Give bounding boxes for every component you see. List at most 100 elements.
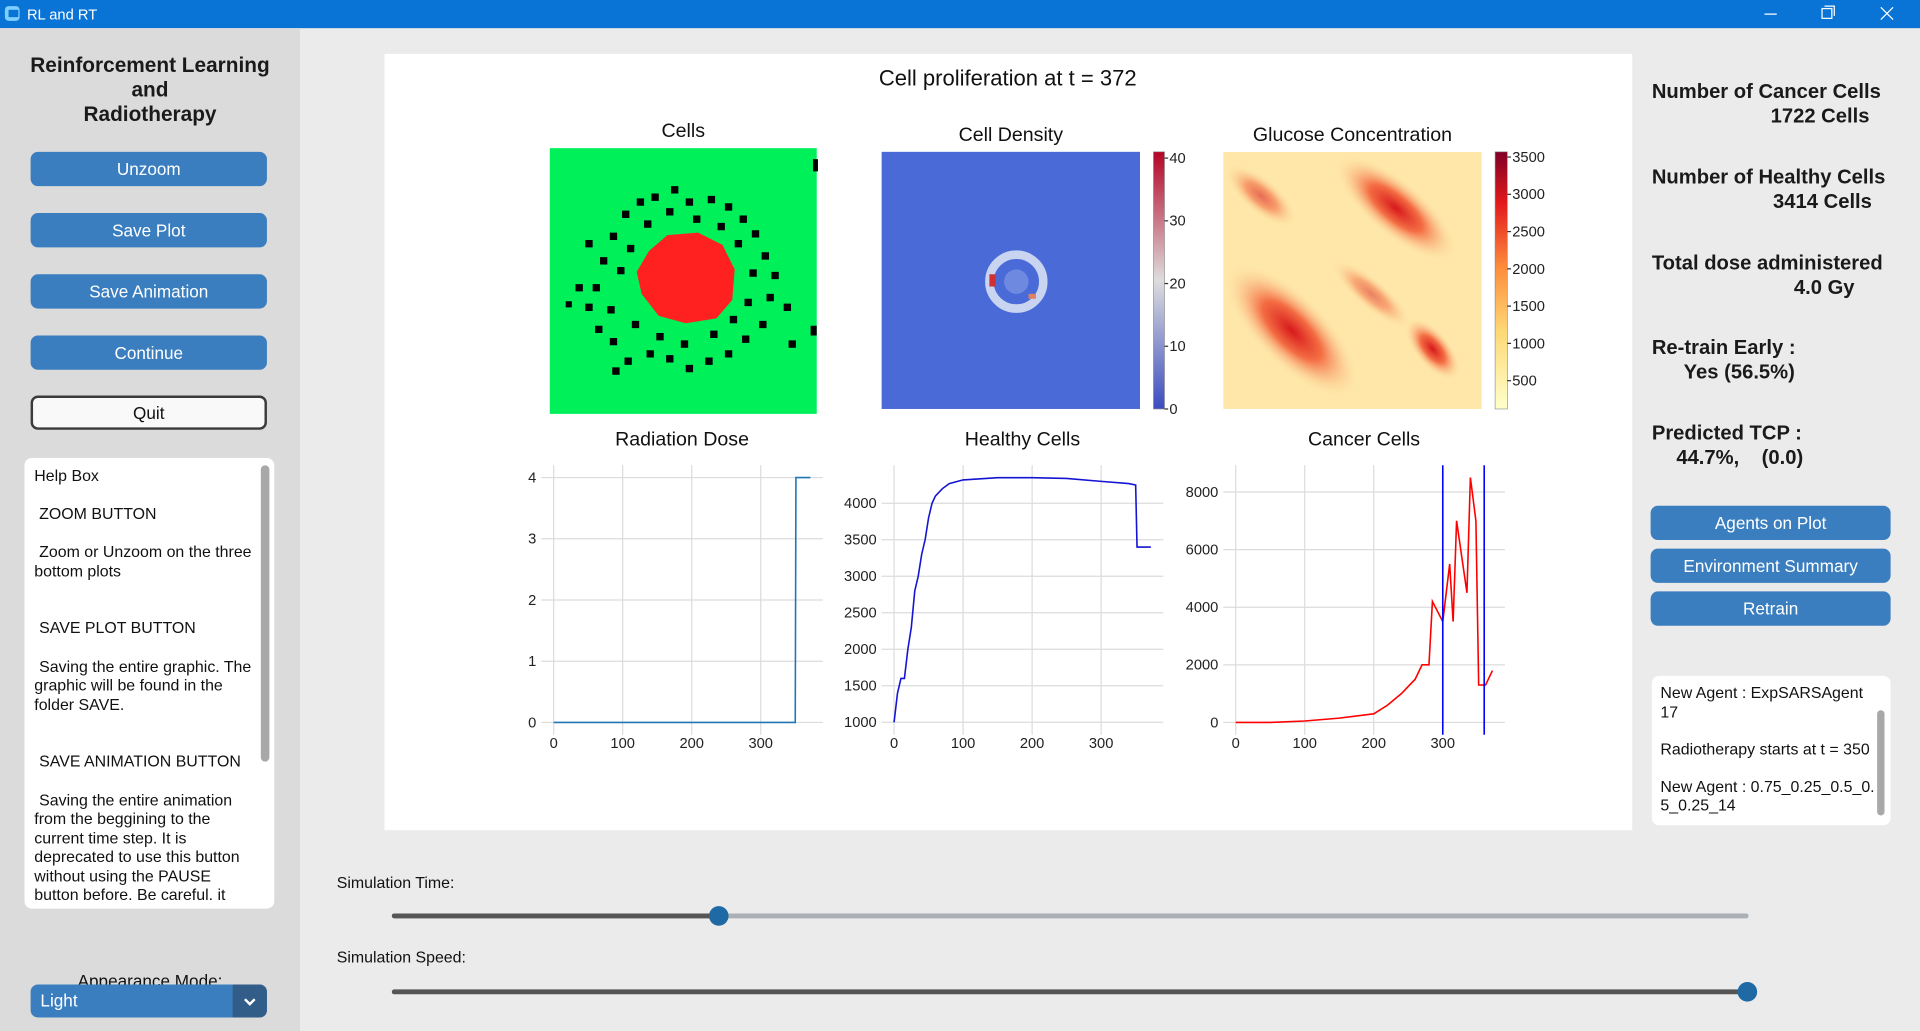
y-tick-label: 6000 [1186, 542, 1219, 558]
speed-slider[interactable] [380, 980, 1764, 1004]
y-tick-label: 0 [1210, 715, 1218, 731]
figure-title: Cell proliferation at t = 372 [879, 66, 1137, 91]
subplot-title: Cancer Cells [1308, 429, 1420, 451]
y-tick-label: 2500 [844, 606, 877, 622]
x-tick-label: 300 [748, 736, 773, 752]
y-tick-label: 2000 [844, 642, 877, 658]
y-tick-label: 1 [528, 654, 536, 670]
stat-value: 4.0 Gy [1793, 276, 1855, 299]
colorbar-tick-label: 3000 [1512, 187, 1545, 203]
title-bar: RL and RT [0, 0, 1920, 29]
stat-value: 1722 Cells [1770, 105, 1870, 128]
colorbar-tick-label: 10 [1169, 339, 1185, 355]
help-text: Zoom or Unzoom on the three bottom plots [34, 542, 252, 580]
help-heading: SAVE PLOT BUTTON [39, 618, 196, 637]
help-heading: ZOOM BUTTON [39, 503, 157, 523]
stat-label: Number of Cancer Cells [1651, 80, 1881, 103]
x-tick-label: 200 [1361, 736, 1386, 752]
colorbar-tick-label: 2000 [1512, 262, 1545, 278]
button[interactable]: Save Plot [30, 213, 267, 248]
x-tick-label: 100 [951, 736, 976, 752]
scrollbar[interactable] [260, 465, 270, 762]
density-image [881, 151, 1141, 409]
subplot-title: Healthy Cells [965, 429, 1081, 451]
dropdown-arrow[interactable] [232, 984, 267, 1018]
data-line [1235, 477, 1494, 724]
x-tick-label: 100 [610, 736, 635, 752]
window-controls[interactable] [1751, 0, 1920, 28]
y-tick-label: 0 [528, 715, 536, 731]
x-tick-label: 100 [1292, 736, 1317, 752]
data-line [553, 476, 811, 724]
colorbar-tick-label: 2500 [1512, 224, 1545, 240]
y-tick-label: 8000 [1186, 485, 1219, 501]
slider-label: Simulation Time: [336, 873, 455, 892]
stat-label: Number of Healthy Cells [1651, 166, 1886, 189]
stat-label: Total dose administered [1651, 252, 1883, 275]
x-tick-label: 200 [679, 736, 704, 752]
help-box[interactable]: Help Box ZOOM BUTTON Zoom or Unzoom on t… [24, 457, 275, 909]
colorbar-tick-label: 30 [1169, 214, 1185, 230]
colorbar [1153, 151, 1165, 410]
slider-label: Simulation Speed: [336, 947, 466, 967]
button[interactable]: Retrain [1650, 591, 1891, 626]
subplot-title: Cells [662, 120, 706, 142]
colorbar-tick-label: 3500 [1512, 150, 1545, 166]
stat-value: Yes (56.5%) [1683, 361, 1795, 384]
y-tick-label: 3500 [844, 533, 877, 549]
log-box[interactable]: New Agent : ExpSARSAgent 17 Radiotherapy… [1651, 675, 1891, 826]
chevron [244, 998, 256, 1006]
y-tick-label: 3 [528, 532, 536, 548]
colorbar-tick-label: 20 [1169, 276, 1185, 292]
log-content: New Agent : ExpSARSAgent 17 Radiotherapy… [1660, 683, 1880, 825]
window-title: RL and RT [26, 6, 98, 24]
x-tick-label: 300 [1089, 736, 1114, 752]
colorbar-tick-label: 40 [1169, 151, 1185, 167]
app-title: Reinforcement Learning and Radiotherapy [0, 54, 300, 127]
x-tick-label: 0 [890, 736, 898, 752]
button[interactable]: Continue [30, 335, 267, 370]
button[interactable]: Environment Summary [1650, 548, 1891, 583]
help-text: Saving the entire graphic. The graphic w… [34, 656, 252, 714]
scrollbar[interactable] [1877, 710, 1885, 816]
y-tick-label: 1000 [844, 715, 877, 731]
stat-label: Predicted TCP : [1651, 422, 1802, 445]
y-tick-label: 4000 [1186, 600, 1219, 616]
app-title-line: Reinforcement Learning [30, 53, 270, 78]
log-entry: New Agent : 0.75_0.25_0.5_0.5_0.25_14 [1660, 776, 1875, 815]
colorbar-tick-label: 0 [1169, 402, 1177, 418]
data-line [893, 476, 1151, 723]
app-title-line: Radiotherapy [83, 102, 217, 127]
y-tick-label: 3000 [844, 569, 877, 585]
colorbar-tick-label: 1500 [1512, 299, 1545, 315]
help-content: Help Box ZOOM BUTTON Zoom or Unzoom on t… [34, 467, 259, 909]
x-tick-label: 0 [1232, 736, 1240, 752]
button[interactable]: Save Animation [30, 274, 267, 309]
appearance-dropdown[interactable]: Light [30, 984, 267, 1018]
subplot-title: Radiation Dose [615, 429, 749, 451]
x-tick-label: 300 [1431, 736, 1456, 752]
stat-value: 3414 Cells [1773, 191, 1872, 214]
glucose-image [1223, 151, 1482, 409]
subplot-title: Glucose Concentration [1253, 124, 1452, 146]
y-tick-label: 2 [528, 593, 536, 609]
help-text: Saving the entire animation from the beg… [34, 790, 240, 904]
x-tick-label: 0 [550, 736, 558, 752]
y-tick-label: 4 [528, 470, 536, 486]
colorbar-tick-label: 500 [1512, 374, 1537, 390]
log-entry: Radiotherapy starts at t = 350 [1660, 739, 1870, 758]
colorbar-tick-label: 1000 [1512, 336, 1545, 352]
subplot-title: Cell Density [959, 124, 1064, 146]
button[interactable]: Unzoom [30, 151, 267, 187]
cells-image [549, 148, 818, 414]
y-tick-label: 4000 [844, 496, 877, 512]
y-tick-label: 1500 [844, 679, 877, 695]
button[interactable]: Quit [30, 395, 267, 430]
help-heading: SAVE ANIMATION BUTTON [39, 751, 241, 771]
stat-label: Re-train Early : [1651, 336, 1796, 359]
y-tick-label: 2000 [1186, 658, 1219, 674]
app-title-line: and [131, 78, 169, 102]
time-slider[interactable] [380, 904, 1764, 928]
button[interactable]: Agents on Plot [1650, 505, 1891, 541]
